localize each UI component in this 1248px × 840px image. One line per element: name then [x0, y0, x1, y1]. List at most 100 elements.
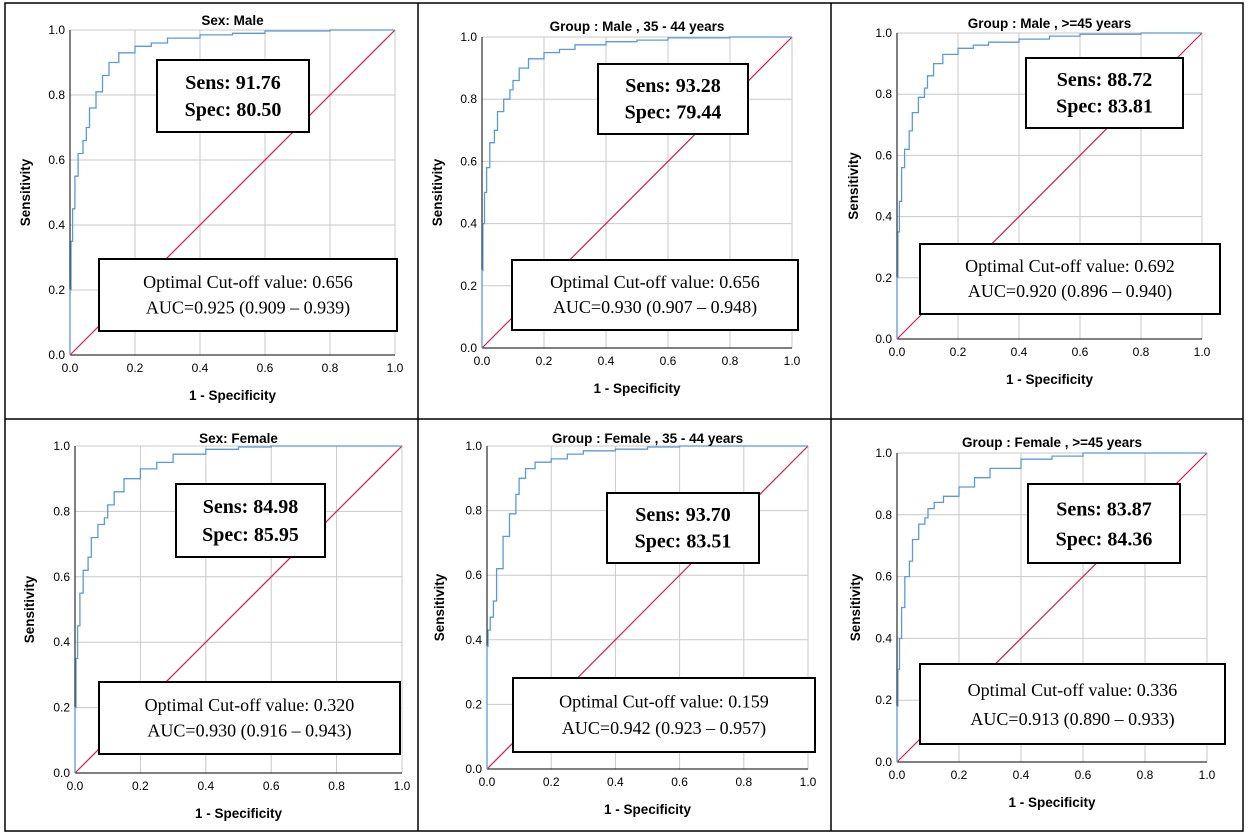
x-tick-label: 0.0	[889, 345, 906, 359]
auc-label: AUC=0.925 (0.909 – 0.939)	[146, 298, 350, 319]
sensitivity-label: Sens: 93.70	[635, 504, 731, 526]
x-tick-label: 0.8	[328, 779, 345, 793]
y-tick-label: 1.0	[875, 446, 892, 460]
sensitivity-label: Sens: 91.76	[185, 72, 281, 94]
roc-panel-6: 0.0 0.2 0.4 0.6 0.8 1.0 0.0 0.2 0.4 0.6 0.8 1.0 Grou…	[848, 435, 1226, 810]
specificity-label: Spec: 84.36	[1056, 529, 1153, 551]
roc-curve	[481, 36, 792, 348]
x-tick-label: 0.2	[536, 354, 553, 368]
cutoff-auc-box	[511, 259, 799, 331]
roc-curve	[486, 445, 808, 769]
x-axis-label: 1 - Specificity	[189, 388, 277, 403]
x-tick-label: 0.4	[1013, 768, 1030, 782]
cutoff-label: Optimal Cut-off value: 0.336	[968, 680, 1178, 700]
y-tick-label: 0.8	[460, 92, 477, 106]
x-tick-label: 0.4	[1011, 345, 1028, 359]
x-tick-label: 0.4	[598, 354, 615, 368]
x-axis-label: 1 - Specificity	[593, 381, 681, 396]
specificity-label: Spec: 83.81	[1056, 96, 1153, 118]
x-tick-label: 0.8	[722, 354, 739, 368]
x-tick-label: 0.4	[192, 361, 209, 375]
y-tick-label: 0.4	[465, 633, 482, 647]
y-tick-label: 0.8	[875, 508, 892, 522]
x-tick-label: 0.8	[322, 361, 339, 375]
auc-label: AUC=0.913 (0.890 – 0.933)	[970, 709, 1174, 730]
specificity-label: Spec: 80.50	[185, 99, 282, 121]
auc-label: AUC=0.930 (0.916 – 0.943)	[147, 721, 351, 742]
auc-label: AUC=0.920 (0.896 – 0.940)	[968, 281, 1172, 302]
x-tick-label: 1.0	[387, 361, 404, 375]
y-tick-label: 0.8	[53, 504, 70, 518]
roc-curve	[69, 29, 395, 355]
roc-curve	[896, 452, 1207, 762]
x-axis-label: 1 - Specificity	[604, 802, 692, 817]
x-axis-label: 1 - Specificity	[1006, 372, 1094, 387]
roc-panel-1: 0.0 0.2 0.4 0.6 0.8 1.0 0.0 0.2 0.4 0.6 0.8 1.0 Sex:…	[18, 13, 404, 403]
x-tick-label: 0.8	[735, 775, 752, 789]
x-tick-label: 0.8	[1133, 345, 1150, 359]
x-tick-label: 0.6	[660, 354, 677, 368]
y-tick-label: 0.8	[465, 504, 482, 518]
x-tick-label: 0.0	[479, 775, 496, 789]
x-tick-label: 0.6	[671, 775, 688, 789]
y-tick-label: 0.2	[48, 283, 65, 297]
y-axis-label: Sensitivity	[846, 152, 861, 220]
panel-title: Group : Female , 35 - 44 years	[552, 431, 743, 446]
cutoff-label: Optimal Cut-off value: 0.320	[145, 695, 355, 715]
y-axis-label: Sensitivity	[432, 573, 447, 641]
panel-title: Sex: Male	[201, 13, 264, 28]
x-tick-label: 0.0	[67, 779, 84, 793]
y-axis-label: Sensitivity	[22, 575, 37, 643]
x-axis-label: 1 - Specificity	[1008, 795, 1096, 810]
y-tick-label: 0.6	[465, 568, 482, 582]
cutoff-label: Optimal Cut-off value: 0.656	[550, 272, 760, 292]
x-tick-label: 1.0	[1194, 345, 1211, 359]
roc-curve	[74, 445, 402, 773]
x-tick-label: 0.2	[951, 768, 968, 782]
roc-panel-4: 0.0 0.2 0.4 0.6 0.8 1.0 0.0 0.2 0.4 0.6 0.8 1.0 Sex:…	[22, 431, 411, 821]
y-tick-label: 0.8	[48, 88, 65, 102]
x-tick-label: 1.0	[1199, 768, 1216, 782]
sensitivity-label: Sens: 93.28	[625, 75, 721, 97]
y-tick-label: 0.2	[460, 279, 477, 293]
y-tick-label: 0.6	[48, 153, 65, 167]
sensitivity-label: Sens: 84.98	[203, 496, 299, 518]
y-axis-label: Sensitivity	[848, 573, 863, 641]
auc-label: AUC=0.930 (0.907 – 0.948)	[553, 297, 757, 318]
specificity-label: Spec: 79.44	[625, 102, 722, 124]
y-tick-label: 0.4	[875, 631, 892, 645]
y-tick-label: 0.0	[875, 755, 892, 769]
x-tick-label: 1.0	[394, 779, 411, 793]
x-tick-label: 0.4	[607, 775, 624, 789]
x-tick-label: 1.0	[784, 354, 801, 368]
y-tick-label: 0.4	[53, 635, 70, 649]
cutoff-label: Optimal Cut-off value: 0.656	[143, 272, 353, 292]
y-tick-label: 0.8	[875, 87, 892, 101]
cutoff-label: Optimal Cut-off value: 0.692	[965, 256, 1175, 276]
x-tick-label: 0.6	[1075, 768, 1092, 782]
y-tick-label: 1.0	[875, 26, 892, 40]
y-tick-label: 1.0	[465, 439, 482, 453]
x-tick-label: 0.2	[950, 345, 967, 359]
figure-frame	[4, 2, 1244, 832]
roc-panel-5: 0.0 0.2 0.4 0.6 0.8 1.0 0.0 0.2 0.4 0.6 0.8 1.0 Grou…	[432, 431, 817, 817]
y-tick-label: 0.4	[875, 210, 892, 224]
y-tick-label: 0.4	[48, 218, 65, 232]
cutoff-auc-box	[98, 258, 398, 332]
y-tick-label: 0.0	[465, 762, 482, 776]
y-tick-label: 1.0	[53, 439, 70, 453]
cutoff-auc-box	[919, 663, 1226, 745]
y-tick-label: 0.2	[465, 697, 482, 711]
y-tick-label: 0.6	[460, 154, 477, 168]
roc-panel-2: 0.0 0.2 0.4 0.6 0.8 1.0 0.0 0.2 0.4 0.6 0.8 1.0 Grou…	[430, 19, 801, 396]
x-tick-label: 0.4	[197, 779, 214, 793]
auc-label: AUC=0.942 (0.923 – 0.957)	[562, 718, 766, 739]
y-tick-label: 0.0	[460, 341, 477, 355]
sens-spec-box	[606, 492, 760, 564]
x-tick-label: 0.0	[474, 354, 491, 368]
y-tick-label: 0.0	[875, 332, 892, 346]
sens-spec-box	[175, 483, 326, 558]
sens-spec-box	[1025, 57, 1184, 129]
x-tick-label: 0.2	[543, 775, 560, 789]
